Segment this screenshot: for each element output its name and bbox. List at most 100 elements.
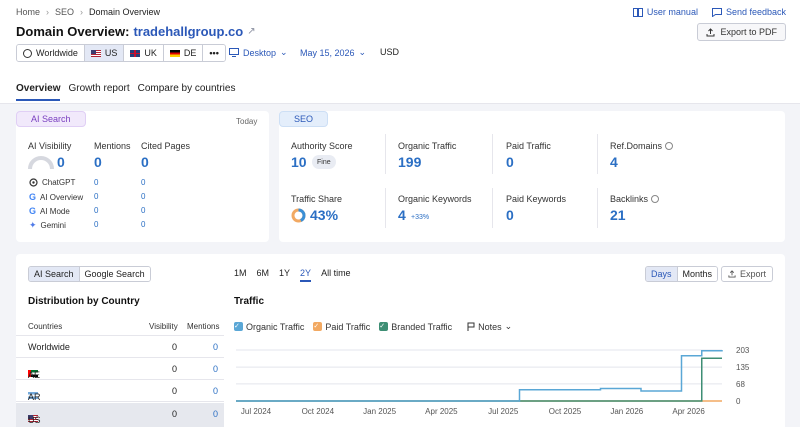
ai-row-mentions[interactable]: 0 — [94, 178, 99, 187]
country-mentions[interactable]: 0 — [213, 342, 219, 352]
region-de[interactable]: DE — [163, 45, 204, 61]
paid-keywords-value[interactable]: 0 — [506, 207, 514, 223]
distribution-traffic-card — [16, 254, 785, 427]
period-selector: 1M 6M 1Y 2Y All time — [234, 268, 351, 282]
toggle-months[interactable]: Months — [677, 267, 718, 281]
region-us[interactable]: US — [84, 45, 125, 61]
y-tick-label: 135 — [736, 363, 750, 372]
ae-flag-icon — [28, 370, 38, 377]
export-label: Export — [740, 269, 767, 279]
paid-traffic-value[interactable]: 0 — [506, 154, 514, 170]
us-flag-icon — [90, 49, 101, 57]
period-6m[interactable]: 6M — [256, 268, 270, 278]
tab-compare-by-countries[interactable]: Compare by countries — [137, 83, 236, 94]
tab-overview[interactable]: Overview — [16, 83, 61, 101]
series-line — [236, 350, 723, 402]
region-worldwide[interactable]: Worldwide — [17, 45, 85, 61]
period-all-time[interactable]: All time — [321, 268, 351, 278]
divider — [597, 134, 598, 174]
organic-traffic-value[interactable]: 199 — [398, 154, 422, 170]
book-icon — [632, 7, 643, 17]
country-mentions[interactable]: 0 — [213, 364, 219, 374]
chatgpt-icon — [29, 178, 38, 187]
cited-pages-value: 0 — [141, 154, 149, 170]
region-selector: Worldwide US UK DE ••• — [16, 44, 226, 62]
breadcrumb-home[interactable]: Home — [16, 7, 41, 17]
ai-row-mentions[interactable]: 0 — [94, 192, 99, 201]
country-cell: US — [28, 409, 41, 425]
tab-growth-report[interactable]: Growth report — [68, 83, 130, 94]
mentions-value: 0 — [94, 154, 102, 170]
ai-row-ai-overview: G AI Overview — [29, 192, 83, 202]
region-us-label: US — [104, 48, 118, 58]
period-1y[interactable]: 1Y — [279, 268, 291, 278]
checkbox-icon: ✓ — [313, 322, 323, 331]
legend-branded[interactable]: ✓ Branded Traffic — [379, 321, 452, 332]
ai-row-mentions[interactable]: 0 — [94, 220, 99, 229]
col-mentions: Mentions — [187, 322, 220, 331]
ref-domains-header: Ref.Domains — [610, 141, 674, 151]
country-mentions[interactable]: 0 — [213, 386, 219, 396]
legend-paid[interactable]: ✓ Paid Traffic — [313, 321, 370, 332]
page-title-domain[interactable]: tradehallgroup.co — [133, 24, 244, 39]
notes-button[interactable]: Notes ⌄ — [467, 321, 512, 332]
export-pdf-button[interactable]: Export to PDF — [697, 23, 786, 41]
table-row[interactable]: AE 0 0 — [16, 358, 224, 380]
visibility-gauge-icon — [28, 156, 54, 170]
country-name: US — [28, 415, 41, 425]
y-tick-label: 0 — [736, 397, 741, 406]
us-flag-icon — [28, 415, 38, 422]
paid-traffic-label: Paid Traffic — [506, 141, 551, 151]
toggle-days[interactable]: Days — [646, 267, 678, 281]
table-row[interactable]: US 0 0 — [16, 403, 224, 427]
ref-domains-value[interactable]: 4 — [610, 154, 618, 170]
date-select[interactable]: May 15, 2026 ⌄ — [300, 47, 366, 58]
google-icon: G — [29, 206, 37, 216]
table-row[interactable]: Worldwide 0 0 — [16, 336, 224, 358]
legend-organic[interactable]: ✓ Organic Traffic — [234, 321, 304, 332]
currency-label[interactable]: USD — [380, 47, 400, 57]
table-row[interactable]: AR 0 0 — [16, 380, 224, 402]
x-tick-label: Oct 2025 — [549, 407, 582, 416]
country-cell: AE — [28, 364, 40, 380]
gauge-icon — [665, 142, 674, 150]
send-feedback-link[interactable]: Send feedback — [711, 7, 786, 17]
ai-row-ai-mode: G AI Mode — [29, 206, 70, 216]
x-tick-label: Oct 2024 — [302, 407, 335, 416]
x-tick-label: Jul 2024 — [241, 407, 272, 416]
country-mentions[interactable]: 0 — [213, 409, 219, 419]
period-2y[interactable]: 2Y — [300, 268, 312, 282]
send-feedback-label: Send feedback — [725, 7, 786, 17]
breadcrumb: Home › SEO › Domain Overview — [16, 7, 160, 17]
external-link-icon[interactable]: ↗ — [247, 26, 256, 37]
more-regions-button[interactable]: ••• — [203, 45, 225, 61]
granularity-toggle: Days Months — [645, 266, 719, 282]
ai-row-cited[interactable]: 0 — [141, 206, 146, 215]
legend-branded-label: Branded Traffic — [391, 321, 453, 332]
backlinks-label: Backlinks — [610, 194, 649, 204]
breadcrumb-seo[interactable]: SEO — [55, 7, 75, 17]
authority-score-value[interactable]: 10 — [291, 154, 307, 170]
de-flag-icon — [169, 49, 180, 57]
ai-row-cited[interactable]: 0 — [141, 178, 146, 187]
cited-pages-label: Cited Pages — [141, 141, 191, 151]
period-1m[interactable]: 1M — [234, 268, 247, 278]
ai-row-cited[interactable]: 0 — [141, 192, 146, 201]
device-select[interactable]: Desktop ⌄ — [229, 47, 288, 58]
export-pdf-label: Export to PDF — [720, 27, 777, 37]
checkbox-icon: ✓ — [234, 322, 243, 331]
export-button[interactable]: Export — [721, 266, 774, 282]
y-tick-label: 68 — [736, 380, 745, 389]
backlinks-value[interactable]: 21 — [610, 207, 626, 223]
ai-row-mentions[interactable]: 0 — [94, 206, 99, 215]
organic-keywords-label: Organic Keywords — [398, 194, 472, 204]
ai-row-cited[interactable]: 0 — [141, 220, 146, 229]
series-line — [236, 357, 722, 402]
user-manual-link[interactable]: User manual — [632, 7, 698, 17]
organic-keywords-value[interactable]: 4 — [398, 207, 406, 223]
region-uk[interactable]: UK — [124, 45, 164, 61]
toggle-ai-search[interactable]: AI Search — [29, 267, 80, 281]
toggle-google-search[interactable]: Google Search — [79, 267, 150, 281]
divider — [492, 188, 493, 228]
ai-row-gemini: ✦ Gemini — [29, 220, 66, 231]
